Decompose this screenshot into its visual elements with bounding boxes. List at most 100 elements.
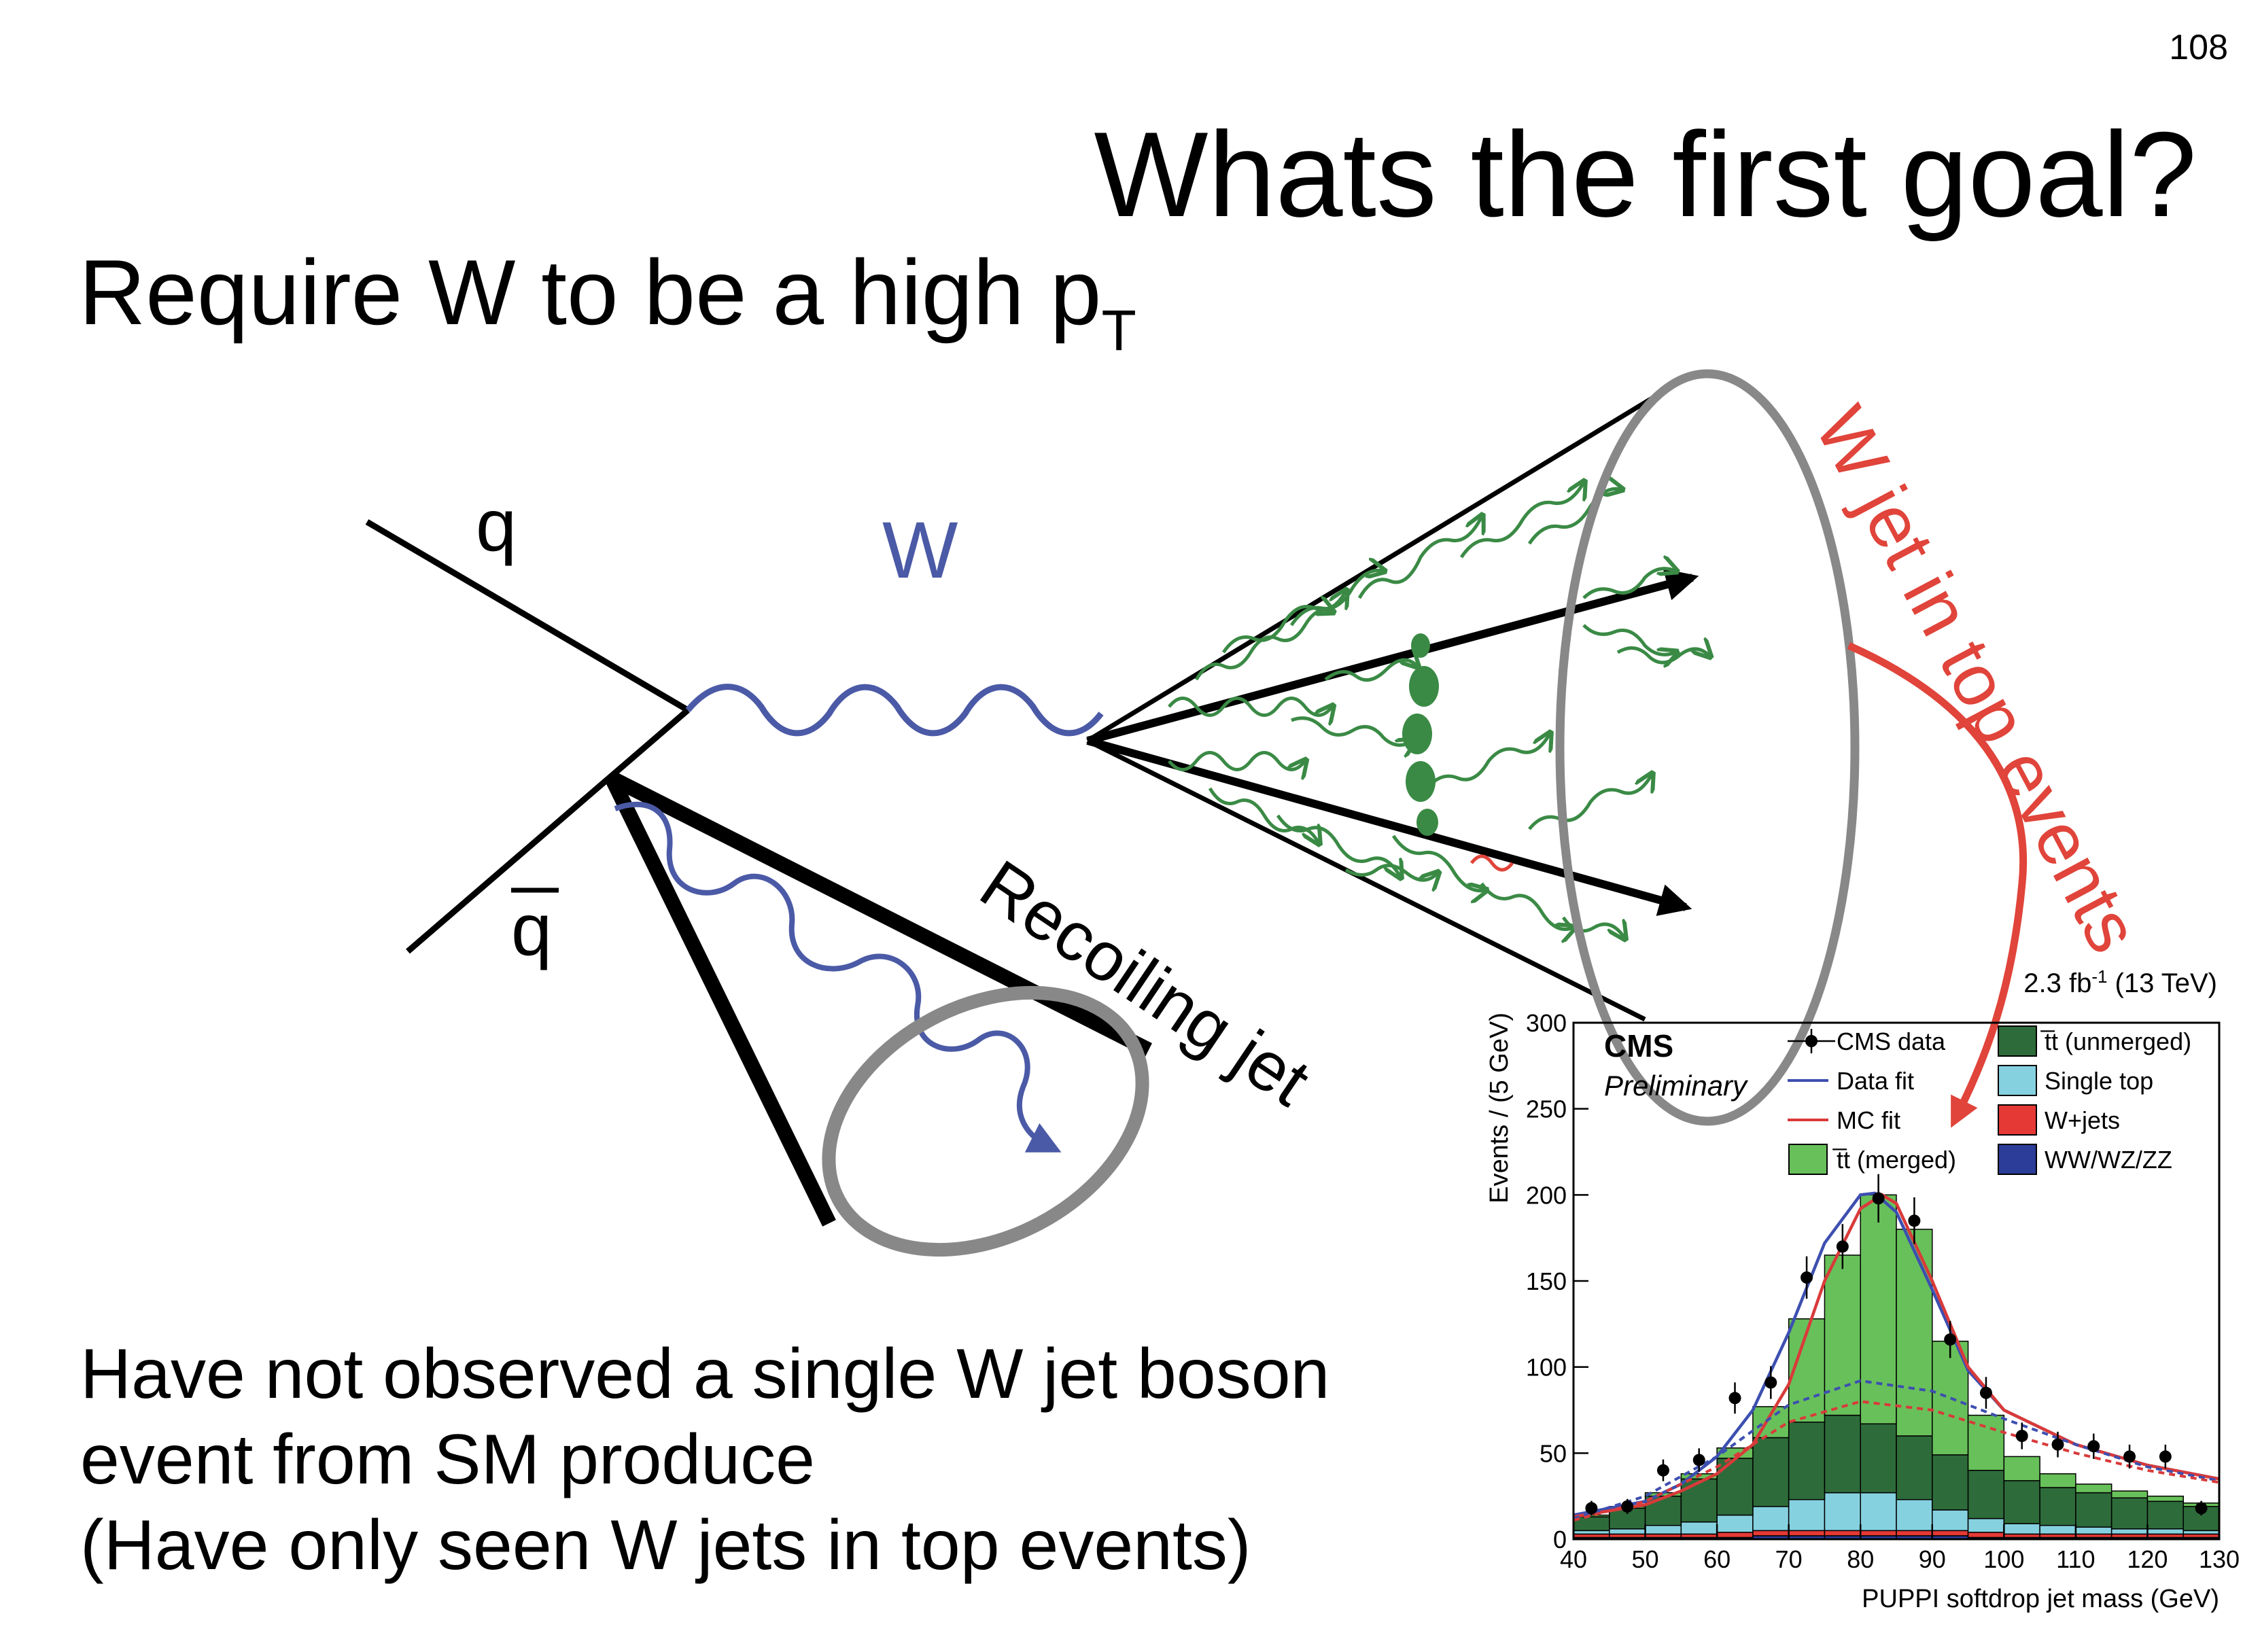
chart-y-tick-label: 200: [1526, 1181, 1567, 1209]
bottom-line: event from SM produce: [80, 1420, 815, 1499]
red-wiggle: [1470, 854, 1514, 872]
chart-legend-box: [1998, 1025, 2037, 1057]
chart-point: [1621, 1500, 1634, 1513]
chart-bar: [1824, 1492, 1861, 1532]
chart-point: [2195, 1502, 2208, 1515]
chart-bar: [2039, 1533, 2076, 1539]
chart-bar: [1932, 1454, 1969, 1511]
chart-bar: [1680, 1521, 1718, 1535]
chart-legend-label: t̅t (unmerged): [2040, 1027, 2192, 1055]
w-jet-ellipse: [1555, 369, 1860, 1126]
chart-bar: [2075, 1526, 2112, 1535]
chart-bar: [1752, 1437, 1790, 1507]
recoil-cone-edge: [605, 775, 836, 1227]
chart-bar: [1896, 1229, 1933, 1437]
chart-bar: [1609, 1533, 1646, 1539]
chart-x-tick-label: 120: [2127, 1545, 2168, 1573]
recoil-cone-edge: [608, 771, 1152, 1057]
chart-point: [1872, 1192, 1885, 1205]
chart-bar: [1824, 1530, 1861, 1536]
chart-x-tick-label: 60: [1703, 1545, 1731, 1573]
chart-point: [2159, 1450, 2172, 1463]
chart-bar: [1680, 1533, 1718, 1539]
chart-y-tick-label: 100: [1526, 1354, 1567, 1382]
chart-legend-box: [1998, 1144, 2037, 1175]
chart-x-tick-label: 50: [1632, 1545, 1659, 1573]
w-label: W: [882, 506, 958, 595]
chart-y-tick-label: 300: [1526, 1009, 1567, 1037]
chart-bar: [2075, 1483, 2112, 1494]
chart-x-tick-label: 110: [2056, 1545, 2095, 1573]
chart-bar: [2003, 1456, 2040, 1481]
chart-curve: [1573, 1400, 2220, 1522]
chart-y-tick-label: 50: [1540, 1439, 1567, 1467]
chart-bar: [2003, 1523, 2040, 1535]
chart-legend-label: Single top: [2045, 1067, 2153, 1095]
chart-bar: [1932, 1509, 1969, 1532]
gluon-radiation: [1168, 482, 1709, 938]
chart-bar: [1824, 1414, 1861, 1494]
chart-legend-box: [1998, 1065, 2037, 1096]
chart-legend-label: Data fit: [1837, 1067, 1914, 1095]
slide-subtitle: Require W to be a high pT: [79, 246, 1136, 359]
chart-bar: [2110, 1497, 2149, 1530]
chart-bar: [1860, 1423, 1897, 1494]
chart-bar: [1609, 1528, 1646, 1535]
chart-y-tick-label: 250: [1526, 1095, 1567, 1123]
quark-jet-arrow: [1086, 568, 1699, 745]
slide-title: Whats the first goal?: [1094, 107, 2197, 242]
page-number: 108: [2169, 28, 2228, 67]
chart-cms-label: CMS: [1604, 1028, 1673, 1064]
chart-point: [1692, 1454, 1705, 1466]
chart-x-tick-label: 100: [1983, 1545, 2024, 1573]
gluon-blob: [1402, 633, 1439, 836]
chart-bar: [1716, 1532, 1754, 1539]
chart-bar: [1860, 1194, 1897, 1425]
chart-bar: [1788, 1498, 1826, 1532]
chart-legend-box: [1998, 1104, 2037, 1136]
chart-point: [1979, 1386, 1992, 1399]
chart-point: [2015, 1430, 2028, 1442]
chart-point: [1836, 1240, 1849, 1253]
chart-point: [1764, 1376, 1777, 1389]
chart-point: [1801, 1271, 1813, 1284]
chart-bar: [1860, 1492, 1897, 1532]
chart-x-label: PUPPI softdrop jet mass (GeV): [1862, 1585, 2219, 1613]
chart-bar: [2110, 1533, 2149, 1539]
chart-point: [1728, 1392, 1741, 1405]
antiquark-label: q: [511, 888, 552, 970]
chart-lumi-label: 2.3 fb-1 (13 TeV): [2023, 966, 2217, 998]
chart-point: [1944, 1333, 1957, 1346]
chart-lumi-energy: (13 TeV): [2107, 968, 2217, 998]
quark-line: [365, 519, 690, 713]
chart-bar: [2146, 1533, 2184, 1539]
chart-y-tick-label: 0: [1553, 1526, 1567, 1553]
chart-point: [1585, 1502, 1598, 1515]
chart-bar: [1932, 1530, 1969, 1536]
chart-bar: [1752, 1506, 1790, 1532]
chart-bar: [2183, 1530, 2220, 1535]
chart-bar: [2075, 1533, 2112, 1539]
chart-point: [1656, 1464, 1669, 1477]
antiquark-line: [406, 707, 690, 954]
chart-bar: [1896, 1435, 1933, 1500]
chart-y-label: Events / (5 GeV): [1485, 1013, 1514, 1203]
chart-x-tick-label: 40: [1560, 1545, 1587, 1573]
chart-preliminary-label: Preliminary: [1604, 1070, 1749, 1102]
chart-data-points: [1585, 1174, 2208, 1516]
bottom-text: Have not observed a single W jet boson e…: [80, 1332, 1329, 1588]
chart-legend-label: WW/WZ/ZZ: [2045, 1146, 2172, 1174]
chart-bar: [1644, 1524, 1682, 1535]
chart-legend: CMS data Data fit MC fit t̅t (merged) t̅t (u…: [1788, 1025, 2192, 1175]
bottom-line: Have not observed a single W jet boson: [80, 1335, 1330, 1413]
chart-lumi-exp: -1: [2091, 966, 2107, 987]
chart-bar: [2183, 1533, 2220, 1539]
chart-curve: [1573, 1193, 2220, 1519]
subtitle-subscript: T: [1101, 298, 1136, 362]
subtitle-text: Require W to be a high p: [79, 241, 1102, 344]
chart-bar: [1573, 1530, 1610, 1535]
chart-bar: [2075, 1492, 2112, 1528]
chart-bar: [1896, 1498, 1933, 1532]
w-jet-cone-edge: [1086, 738, 1646, 1022]
